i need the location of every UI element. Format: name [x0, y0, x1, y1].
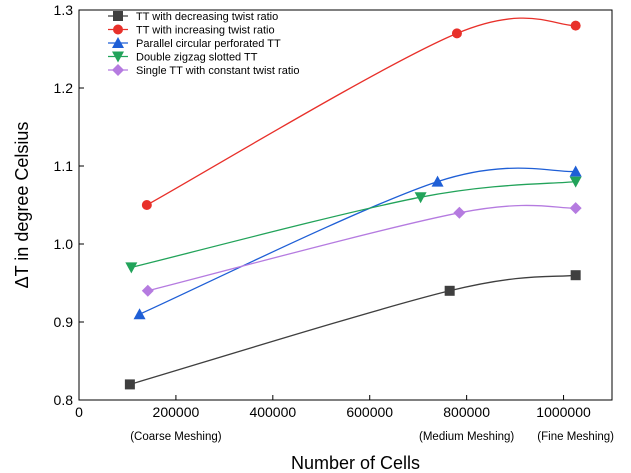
data-point: [124, 379, 135, 390]
series-lines: [129, 17, 576, 386]
x-tick-label: 600000: [346, 404, 393, 420]
mesh-label: (Medium Meshing): [419, 431, 514, 443]
x-tick-label: 400000: [249, 404, 296, 420]
data-point: [141, 284, 154, 297]
y-tick-label: 1.3: [54, 2, 74, 18]
data-point: [570, 20, 581, 31]
data-point: [133, 308, 146, 320]
y-tick-label: 0.8: [54, 392, 74, 408]
legend-entry: Parallel circular perforated TT: [136, 38, 281, 50]
series-line-3: [131, 180, 576, 269]
data-point: [569, 165, 582, 177]
data-point: [569, 202, 582, 215]
y-tick-label: 1.2: [54, 80, 74, 96]
legend-marker: [113, 11, 123, 21]
legend-marker: [112, 51, 124, 63]
x-axis-title: Number of Cells: [291, 453, 420, 473]
y-axis-title: ΔT in degree Celsius: [12, 122, 32, 289]
plot-frame: [78, 9, 613, 401]
legend-entry: TT with decreasing twist ratio: [136, 11, 278, 23]
data-point: [414, 192, 427, 204]
series-line-1: [146, 17, 576, 206]
data-point: [431, 175, 444, 187]
legend-marker: [112, 37, 124, 48]
data-point: [141, 200, 152, 210]
data-point: [125, 262, 138, 274]
data-point: [453, 206, 466, 219]
series-line-4: [147, 204, 576, 292]
mesh-label: (Fine Meshing): [537, 431, 614, 443]
series-line-0: [129, 274, 576, 386]
legend-marker: [112, 64, 124, 76]
mesh-label: (Coarse Meshing): [130, 431, 222, 443]
data-point: [444, 285, 455, 296]
x-tick-label: 1000000: [536, 404, 591, 420]
y-tick-label: 0.9: [54, 314, 74, 330]
data-point: [451, 28, 462, 39]
legend-entry: TT with increasing twist ratio: [136, 25, 275, 37]
legend-entry: Double zigzag slotted TT: [136, 52, 258, 64]
series-line-2: [139, 167, 576, 315]
legend: TT with decreasing twist ratio TT with in…: [108, 11, 299, 77]
legend-marker: [113, 24, 123, 35]
x-tick-label: 200000: [153, 404, 200, 420]
y-tick-label: 1.0: [54, 236, 74, 252]
x-tick-label: 0: [75, 404, 83, 420]
axes: [78, 9, 613, 401]
legend-entry: Single TT with constant twist ratio: [136, 65, 299, 77]
tick-labels: 0.8 0.9 1.0 1.1 1.2 1.3 0 200000 400000 600000 800…: [54, 2, 615, 443]
data-point: [569, 176, 582, 188]
series-markers: [124, 20, 582, 390]
y-tick-label: 1.1: [54, 158, 74, 174]
x-tick-label: 800000: [443, 404, 490, 420]
data-point: [570, 270, 581, 281]
